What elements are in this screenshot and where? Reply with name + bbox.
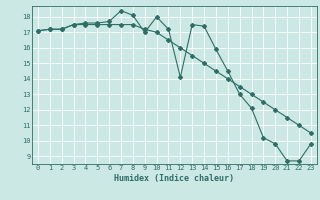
X-axis label: Humidex (Indice chaleur): Humidex (Indice chaleur) — [115, 174, 234, 183]
